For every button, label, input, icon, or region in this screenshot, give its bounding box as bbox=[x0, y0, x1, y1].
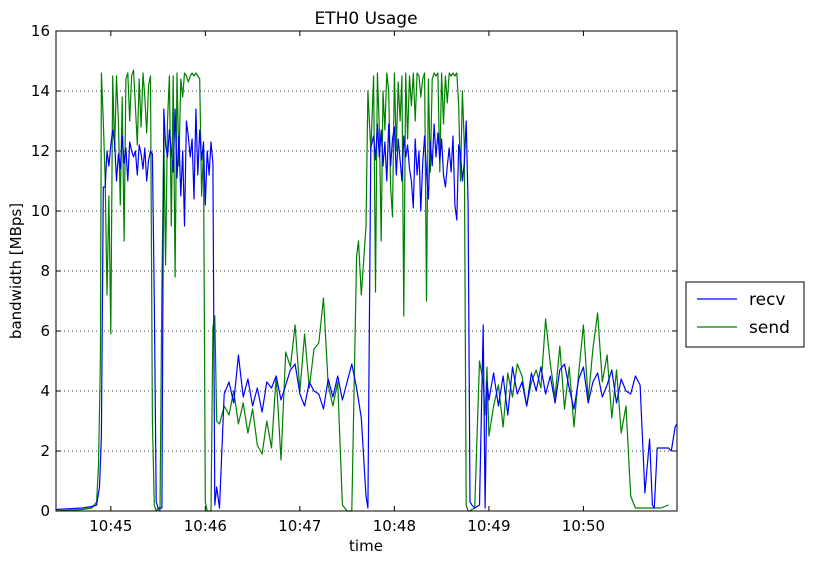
series-line-recv bbox=[55, 108, 678, 511]
y-tick-label: 6 bbox=[40, 322, 50, 340]
series-layer bbox=[55, 69, 678, 512]
y-tick-label: 2 bbox=[40, 442, 50, 460]
x-tick-label: 10:45 bbox=[89, 517, 132, 535]
chart-title: ETH0 Usage bbox=[314, 9, 417, 29]
x-tick-label: 10:47 bbox=[278, 517, 321, 535]
x-tick-label: 10:50 bbox=[562, 517, 605, 535]
y-tick-label: 14 bbox=[31, 82, 50, 100]
y-tick-label: 0 bbox=[40, 502, 50, 520]
plot-frame bbox=[55, 30, 678, 512]
y-tick-label: 10 bbox=[31, 202, 50, 220]
legend: recv send bbox=[685, 281, 805, 348]
x-axis-label: time bbox=[349, 537, 383, 555]
y-tick-label: 4 bbox=[40, 382, 50, 400]
x-tick-label: 10:48 bbox=[373, 517, 416, 535]
y-tick-label: 12 bbox=[31, 142, 50, 160]
y-axis-label: bandwidth [MBps] bbox=[7, 203, 25, 339]
legend-send-label: send bbox=[749, 318, 790, 338]
legend-recv-label: recv bbox=[749, 290, 785, 310]
tick-layer: 0 2 4 6 8 10 12 14 16 10:45 10:46 10:47 10:48 10:49 10… bbox=[31, 22, 677, 535]
gridlines bbox=[56, 90, 677, 452]
x-tick-label: 10:46 bbox=[184, 517, 227, 535]
y-tick-label: 16 bbox=[31, 22, 50, 40]
x-tick-label: 10:49 bbox=[467, 517, 510, 535]
series-line-send bbox=[55, 69, 669, 512]
y-tick-label: 8 bbox=[40, 262, 50, 280]
legend-box bbox=[685, 281, 805, 348]
